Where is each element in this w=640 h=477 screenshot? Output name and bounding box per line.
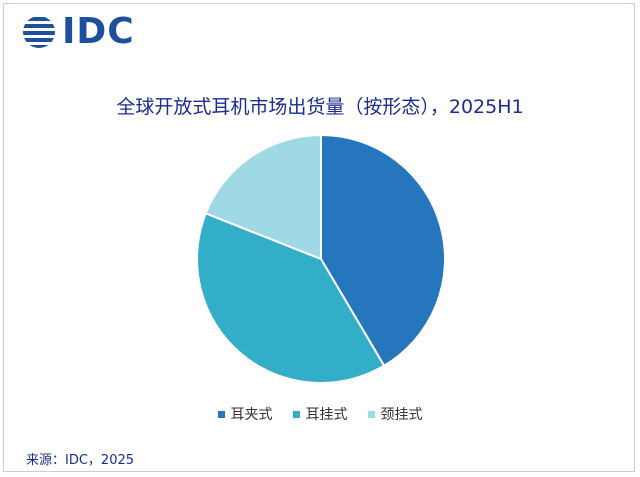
legend-label: 耳夹式	[230, 407, 273, 423]
pie-slice-1	[320, 133, 446, 368]
legend-item-3: 颈挂式	[367, 404, 423, 424]
legend-item-2: 耳挂式	[292, 404, 348, 424]
legend-label: 颈挂式	[380, 407, 423, 423]
legend-item-1: 耳夹式	[217, 404, 273, 424]
chart-legend: 耳夹式 耳挂式 颈挂式	[0, 404, 640, 424]
logo-text: IDC	[62, 11, 135, 52]
legend-swatch	[367, 410, 375, 418]
globe-icon	[23, 17, 55, 48]
chart-title: 全球开放式耳机市场出货量（按形态），2025H1	[116, 96, 524, 118]
legend-swatch	[292, 410, 300, 418]
legend-label: 耳挂式	[305, 407, 348, 423]
idc-logo: IDC	[22, 14, 135, 50]
legend-swatch	[217, 410, 225, 418]
source-note: 来源：IDC，2025	[26, 453, 135, 468]
pie-slice-2	[196, 212, 386, 384]
pie-slice-3	[204, 133, 322, 261]
